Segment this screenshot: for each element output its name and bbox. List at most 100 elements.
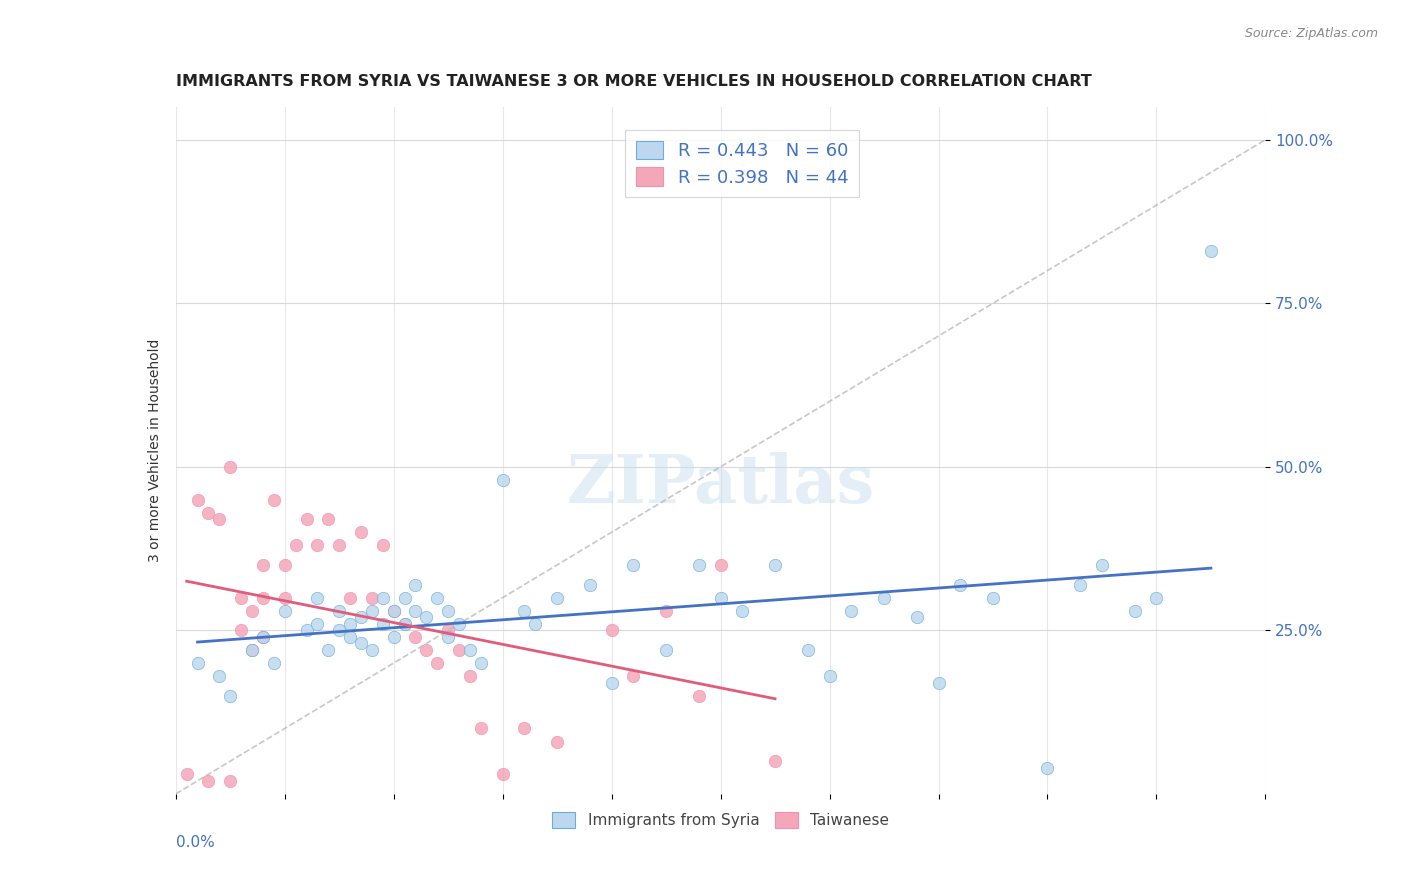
Point bbox=[350, 636, 373, 650]
Text: 0.0%: 0.0% bbox=[176, 835, 215, 850]
Point bbox=[371, 616, 394, 631]
Point bbox=[655, 604, 678, 618]
Point bbox=[186, 656, 209, 670]
Point bbox=[328, 538, 350, 552]
Point bbox=[546, 591, 568, 605]
Point bbox=[731, 604, 754, 618]
Point bbox=[600, 675, 623, 690]
Point bbox=[426, 591, 449, 605]
Point bbox=[470, 722, 492, 736]
Point bbox=[339, 591, 361, 605]
Point bbox=[219, 689, 242, 703]
Point bbox=[350, 610, 373, 624]
Point bbox=[928, 675, 950, 690]
Point bbox=[447, 643, 470, 657]
Point bbox=[1123, 604, 1146, 618]
Point bbox=[905, 610, 928, 624]
Point bbox=[240, 643, 263, 657]
Point bbox=[328, 624, 350, 638]
Point bbox=[252, 630, 274, 644]
Point bbox=[231, 624, 253, 638]
Point bbox=[873, 591, 896, 605]
Point bbox=[274, 604, 297, 618]
Point bbox=[274, 558, 297, 572]
Point bbox=[415, 643, 437, 657]
Point bbox=[710, 591, 733, 605]
Point bbox=[447, 616, 470, 631]
Point bbox=[1069, 577, 1091, 591]
Point bbox=[197, 773, 219, 788]
Point bbox=[841, 604, 863, 618]
Point bbox=[470, 656, 492, 670]
Point bbox=[524, 616, 547, 631]
Text: Source: ZipAtlas.com: Source: ZipAtlas.com bbox=[1244, 27, 1378, 40]
Point bbox=[360, 604, 382, 618]
Point bbox=[382, 630, 405, 644]
Point bbox=[394, 591, 416, 605]
Point bbox=[763, 754, 786, 768]
Point bbox=[513, 722, 536, 736]
Point bbox=[307, 616, 329, 631]
Point bbox=[621, 669, 644, 683]
Point bbox=[405, 604, 427, 618]
Point bbox=[252, 558, 274, 572]
Point bbox=[579, 577, 602, 591]
Point bbox=[295, 512, 318, 526]
Point bbox=[1144, 591, 1167, 605]
Point bbox=[1091, 558, 1114, 572]
Text: IMMIGRANTS FROM SYRIA VS TAIWANESE 3 OR MORE VEHICLES IN HOUSEHOLD CORRELATION C: IMMIGRANTS FROM SYRIA VS TAIWANESE 3 OR … bbox=[176, 74, 1091, 89]
Point bbox=[328, 604, 350, 618]
Point bbox=[546, 734, 568, 748]
Point bbox=[307, 538, 329, 552]
Point bbox=[360, 591, 382, 605]
Point bbox=[818, 669, 841, 683]
Point bbox=[208, 512, 231, 526]
Point bbox=[688, 558, 710, 572]
Point bbox=[763, 558, 786, 572]
Point bbox=[360, 643, 382, 657]
Point bbox=[415, 610, 437, 624]
Point bbox=[371, 538, 394, 552]
Point bbox=[197, 506, 219, 520]
Point bbox=[797, 643, 820, 657]
Point bbox=[240, 604, 263, 618]
Point bbox=[186, 492, 209, 507]
Point bbox=[949, 577, 972, 591]
Y-axis label: 3 or more Vehicles in Household: 3 or more Vehicles in Household bbox=[148, 339, 162, 562]
Point bbox=[394, 616, 416, 631]
Point bbox=[600, 624, 623, 638]
Point bbox=[655, 643, 678, 657]
Point bbox=[394, 616, 416, 631]
Point bbox=[219, 459, 242, 474]
Point bbox=[339, 630, 361, 644]
Point bbox=[240, 643, 263, 657]
Point bbox=[710, 558, 733, 572]
Point bbox=[318, 643, 340, 657]
Point bbox=[621, 558, 644, 572]
Point bbox=[492, 473, 515, 487]
Point bbox=[252, 630, 274, 644]
Point bbox=[382, 604, 405, 618]
Point bbox=[688, 689, 710, 703]
Point bbox=[382, 604, 405, 618]
Point bbox=[1199, 244, 1222, 258]
Point bbox=[1036, 761, 1059, 775]
Point bbox=[350, 525, 373, 540]
Point bbox=[513, 604, 536, 618]
Point bbox=[307, 591, 329, 605]
Point bbox=[437, 624, 460, 638]
Point bbox=[274, 591, 297, 605]
Point bbox=[231, 591, 253, 605]
Point bbox=[492, 767, 515, 781]
Point bbox=[284, 538, 307, 552]
Point bbox=[405, 630, 427, 644]
Point bbox=[405, 577, 427, 591]
Point bbox=[458, 643, 481, 657]
Legend: Immigrants from Syria, Taiwanese: Immigrants from Syria, Taiwanese bbox=[547, 806, 894, 834]
Point bbox=[426, 656, 449, 670]
Point bbox=[981, 591, 1004, 605]
Point bbox=[252, 591, 274, 605]
Point bbox=[219, 773, 242, 788]
Point bbox=[371, 591, 394, 605]
Point bbox=[437, 630, 460, 644]
